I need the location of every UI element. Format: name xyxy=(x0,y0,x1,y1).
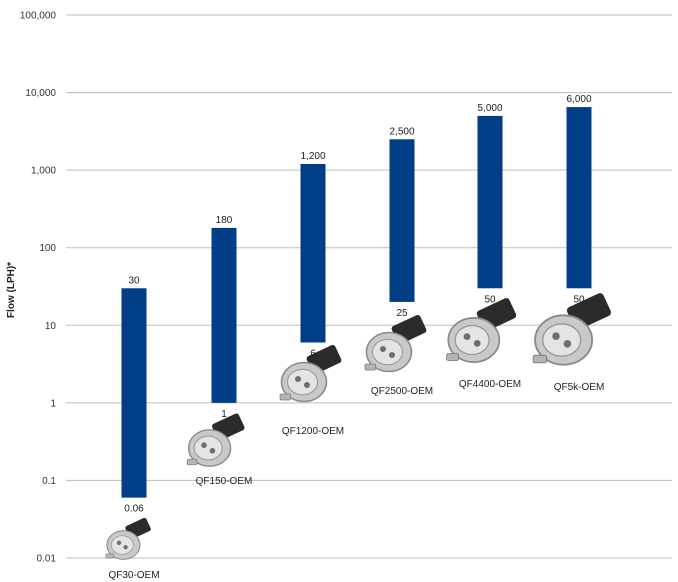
pump-face xyxy=(193,435,223,461)
pump-port xyxy=(209,448,216,454)
y-axis-label: Flow (LPH)* xyxy=(6,262,17,318)
grid-layer xyxy=(66,14,672,559)
product-name-label: QF2500-OEM xyxy=(371,386,433,397)
pump-port xyxy=(473,340,481,347)
min-value-label: 25 xyxy=(396,308,408,319)
pump-qf5k-icon xyxy=(532,293,612,366)
y-tick-label: 0.1 xyxy=(42,476,56,487)
product-name-label: QF150-OEM xyxy=(196,476,253,487)
y-tick-label: 10 xyxy=(45,321,57,332)
pump-face xyxy=(454,324,490,356)
range-bar xyxy=(211,227,237,403)
pump-fitting xyxy=(279,393,291,401)
pump-port xyxy=(463,333,471,340)
pump-fitting xyxy=(532,354,547,364)
product-name-label: QF5k-OEM xyxy=(554,382,605,393)
product-name-label: QF4400-OEM xyxy=(459,379,521,390)
y-tick-label: 1,000 xyxy=(31,166,56,177)
range-bar xyxy=(477,115,503,289)
pump-face xyxy=(371,338,404,366)
y-tick-label: 100,000 xyxy=(20,11,57,22)
y-axis-ticks: 0.01 0.1 1 10 100 1,000 10,000 100,000 xyxy=(20,11,57,565)
pump-port xyxy=(201,442,207,448)
range-bar xyxy=(300,164,326,343)
pump-face xyxy=(110,535,134,555)
pump-fitting xyxy=(364,363,376,371)
max-value-label: 2,500 xyxy=(389,126,414,137)
max-value-label: 1,200 xyxy=(300,151,325,162)
y-tick-label: 10,000 xyxy=(25,88,56,99)
product-name-label: QF30-OEM xyxy=(108,570,159,581)
max-value-label: 6,000 xyxy=(566,94,591,105)
labels-layer: 30 0.06 QF30-OEM 180 1 QF150-OEM 1,200 6 QF1200-… xyxy=(108,94,604,581)
y-tick-label: 0.01 xyxy=(37,554,57,565)
pump-qf2500-icon xyxy=(364,314,427,373)
product-name-label: QF1200-OEM xyxy=(282,426,344,437)
range-bar xyxy=(389,139,415,302)
pump-port xyxy=(389,352,395,358)
pump-port xyxy=(304,382,310,388)
pump-fitting xyxy=(186,458,198,466)
y-tick-label: 100 xyxy=(39,243,56,254)
pump-qf1200-icon xyxy=(279,344,342,403)
pump-face xyxy=(286,368,319,396)
range-bar xyxy=(566,107,592,289)
pump-images xyxy=(105,293,612,560)
pump-qf4400-icon xyxy=(446,298,517,363)
min-value-label: 6 xyxy=(310,348,316,359)
pump-face xyxy=(541,323,582,357)
pump-fitting xyxy=(105,553,114,559)
min-value-label: 1 xyxy=(221,409,227,420)
pump-port xyxy=(552,332,560,340)
min-value-label: 50 xyxy=(573,294,585,305)
pump-fitting xyxy=(446,353,459,361)
pump-qf150-icon xyxy=(186,413,245,467)
pump-qf30-icon xyxy=(105,517,151,560)
min-value-label: 0.06 xyxy=(124,504,144,515)
pump-port xyxy=(123,545,128,550)
max-value-label: 180 xyxy=(216,215,233,226)
pump-port xyxy=(380,346,386,352)
min-value-label: 50 xyxy=(484,294,496,305)
max-value-label: 30 xyxy=(128,275,140,286)
pump-port xyxy=(295,376,301,382)
max-value-label: 5,000 xyxy=(477,103,502,114)
range-bar xyxy=(121,288,147,498)
bars-layer xyxy=(121,107,592,498)
y-tick-label: 1 xyxy=(50,398,56,409)
pump-port xyxy=(116,540,122,545)
pump-port xyxy=(563,340,572,348)
